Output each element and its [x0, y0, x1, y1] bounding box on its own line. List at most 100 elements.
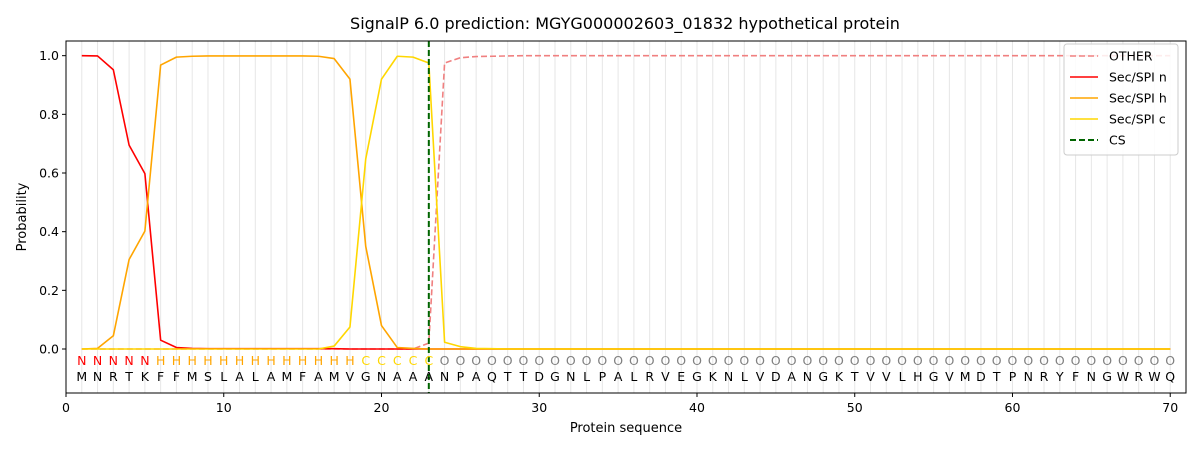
residue-label: R [1134, 369, 1143, 384]
x-tick-label: 50 [847, 400, 863, 415]
y-axis-label: Probability [15, 182, 30, 251]
series-line-sec-spi-c [81, 55, 1171, 350]
region-label: O [519, 353, 529, 368]
residue-label: K [141, 369, 150, 384]
residue-label: D [771, 369, 781, 384]
region-label: O [1134, 353, 1144, 368]
region-label: C [361, 353, 370, 368]
region-label: O [913, 353, 923, 368]
region-label: O [661, 353, 671, 368]
residue-label: M [281, 369, 292, 384]
region-label: H [314, 353, 323, 368]
x-axis-label: Protein sequence [570, 421, 682, 436]
region-label: H [172, 353, 181, 368]
residue-label: F [173, 369, 180, 384]
region-label: O [818, 353, 828, 368]
residue-label: F [157, 369, 164, 384]
legend-label: CS [1109, 133, 1126, 148]
residue-label: A [393, 369, 402, 384]
x-tick-label: 0 [62, 400, 70, 415]
region-label: O [881, 353, 891, 368]
residue-label: P [457, 369, 465, 384]
region-label: N [93, 353, 102, 368]
region-label: H [251, 353, 260, 368]
residue-label: N [724, 369, 733, 384]
legend-label: OTHER [1109, 49, 1153, 64]
region-label: O [613, 353, 623, 368]
region-label: O [1023, 353, 1033, 368]
region-label: O [739, 353, 749, 368]
region-label: O [1071, 353, 1081, 368]
residue-label: M [329, 369, 340, 384]
residue-label: A [425, 369, 434, 384]
y-tick-label: 1.0 [39, 48, 59, 63]
residue-label: D [534, 369, 544, 384]
region-label: O [771, 353, 781, 368]
residue-label: V [756, 369, 765, 384]
region-label: O [692, 353, 702, 368]
region-label: O [629, 353, 639, 368]
region-label: O [471, 353, 481, 368]
region-label: H [156, 353, 165, 368]
region-label: H [298, 353, 307, 368]
legend: OTHER Sec/SPI n Sec/SPI h Sec/SPI c CS [1063, 43, 1179, 156]
region-label: O [929, 353, 939, 368]
residue-label: G [692, 369, 702, 384]
residue-label: T [124, 369, 133, 384]
region-label: O [960, 353, 970, 368]
residue-label: R [1040, 369, 1049, 384]
region-label: C [377, 353, 386, 368]
residue-label: R [645, 369, 654, 384]
residue-label: L [630, 369, 637, 384]
x-tick-label: 20 [374, 400, 390, 415]
residue-label: M [187, 369, 198, 384]
region-label: N [140, 353, 149, 368]
residue-label: S [204, 369, 212, 384]
residue-label: G [929, 369, 939, 384]
y-axis-ticks: 0.0 0.2 0.4 0.6 0.8 1.0 [39, 48, 66, 357]
region-label: O [503, 353, 513, 368]
residue-label: N [93, 369, 102, 384]
region-label: H [345, 353, 354, 368]
residue-label: A [314, 369, 323, 384]
vertical-grid [81, 41, 1171, 393]
x-axis-ticks: 0 10 20 30 40 50 60 70 [62, 393, 1178, 415]
residue-label: A [472, 369, 481, 384]
region-label: H [203, 353, 212, 368]
residue-label: N [803, 369, 812, 384]
residue-label: A [267, 369, 276, 384]
residue-label: M [960, 369, 971, 384]
residue-label: P [599, 369, 607, 384]
x-tick-label: 40 [689, 400, 705, 415]
residue-label: A [235, 369, 244, 384]
residue-label: N [1024, 369, 1033, 384]
residue-label: L [583, 369, 590, 384]
residue-label: G [1102, 369, 1112, 384]
region-label: H [266, 353, 275, 368]
legend-label: Sec/SPI n [1109, 70, 1167, 85]
residue-label: N [377, 369, 386, 384]
residue-label: Y [1055, 369, 1064, 384]
residue-label: Q [1165, 369, 1175, 384]
residue-label: L [899, 369, 906, 384]
region-label: N [109, 353, 118, 368]
y-tick-label: 0.0 [39, 342, 59, 357]
residue-label: E [677, 369, 685, 384]
residue-label: V [882, 369, 891, 384]
region-label: C [393, 353, 402, 368]
residue-label: P [1009, 369, 1017, 384]
region-label: O [1039, 353, 1049, 368]
region-label: O [1055, 353, 1065, 368]
residue-label: T [503, 369, 512, 384]
legend-box [1063, 43, 1179, 156]
residue-label: Q [487, 369, 497, 384]
region-label: H [329, 353, 338, 368]
region-label: H [282, 353, 291, 368]
region-label: O [802, 353, 812, 368]
y-tick-label: 0.8 [39, 107, 59, 122]
residue-label: N [440, 369, 449, 384]
region-label: O [866, 353, 876, 368]
plot-frame [65, 40, 1187, 394]
